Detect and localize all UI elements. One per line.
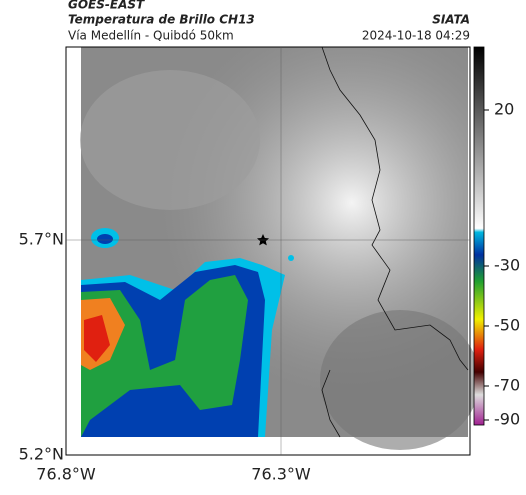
colorbar-tick-label: -30 (494, 256, 520, 275)
header: GOES-EAST Temperatura de Brillo CH13 SIA… (68, 0, 470, 43)
lon-tick-label: 76.3°W (251, 465, 311, 484)
source: GOES-EAST (68, 0, 145, 12)
map-frame (65, 46, 471, 456)
colorbar (473, 46, 485, 426)
lat-tick-label: 5.2°N (19, 445, 64, 464)
title: Temperatura de Brillo CH13 (68, 13, 255, 27)
ticks: 5.7°N 5.2°N76.8°W 76.3°W 20 -30 -50 -70 -90 (19, 47, 520, 484)
colorbar-tick-label: -50 (494, 316, 520, 335)
colorbar-tick-label: -70 (494, 376, 520, 395)
lat-tick-label: 5.7°N (19, 230, 64, 249)
colorbar-tick-label: -90 (494, 410, 520, 429)
datetime: 2024-10-18 04:29 (362, 29, 470, 43)
org: SIATA (432, 13, 470, 27)
colorbar-tick-label: 20 (494, 100, 514, 119)
lon-tick-label: 76.8°W (36, 465, 96, 484)
subtitle: Vía Medellín - Quibdó 50km (68, 29, 234, 43)
imagery (80, 46, 480, 450)
